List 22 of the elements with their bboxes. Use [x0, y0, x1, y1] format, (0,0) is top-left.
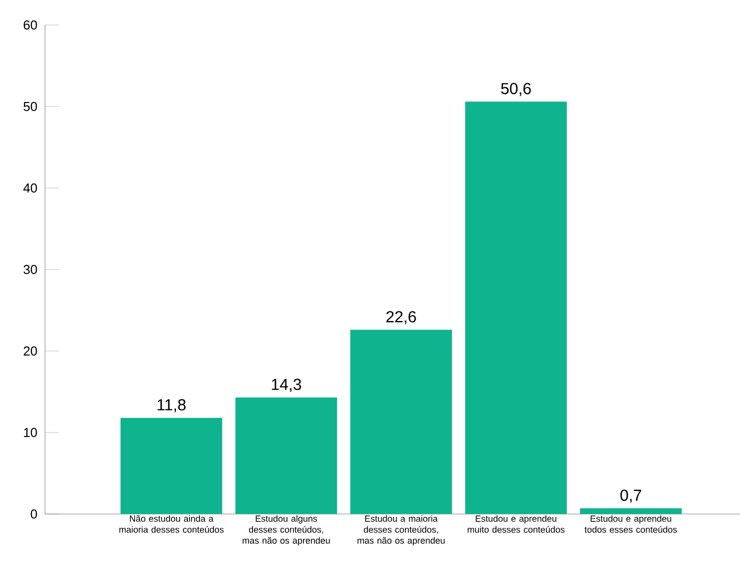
bar — [235, 397, 338, 514]
y-tick-label: 30 — [24, 264, 37, 274]
x-tick-label: Não estudou ainda a maioria desses conteúdos — [119, 515, 224, 533]
data-label: 50,6 — [501, 82, 531, 96]
bar — [580, 508, 682, 514]
x-tick-label: Estudou e aprendeu todos esses conteúdos — [584, 515, 677, 533]
y-tick-label: 0 — [30, 509, 37, 519]
x-tick-label: Estudou e aprendeu muito desses conteúdos — [468, 515, 564, 533]
data-label: 0,7 — [620, 490, 642, 503]
data-label: 22,6 — [386, 311, 416, 324]
x-tick-label: Estudou alguns desses conteúdos, mas não os aprendeu — [242, 515, 330, 546]
bar — [120, 418, 222, 514]
bar — [465, 102, 567, 514]
data-label: 11,8 — [158, 399, 186, 412]
y-tick-label: 50 — [24, 102, 37, 112]
y-tick-label: 60 — [24, 20, 37, 30]
bar — [350, 330, 452, 514]
x-tick-label: Estudou a maioria desses conteúdos, mas não os aprendeu — [358, 515, 445, 546]
y-tick-label: 40 — [23, 183, 37, 193]
data-label: 14,3 — [272, 378, 302, 392]
y-tick-label: 20 — [24, 346, 37, 356]
y-tick-label: 10 — [24, 428, 37, 438]
